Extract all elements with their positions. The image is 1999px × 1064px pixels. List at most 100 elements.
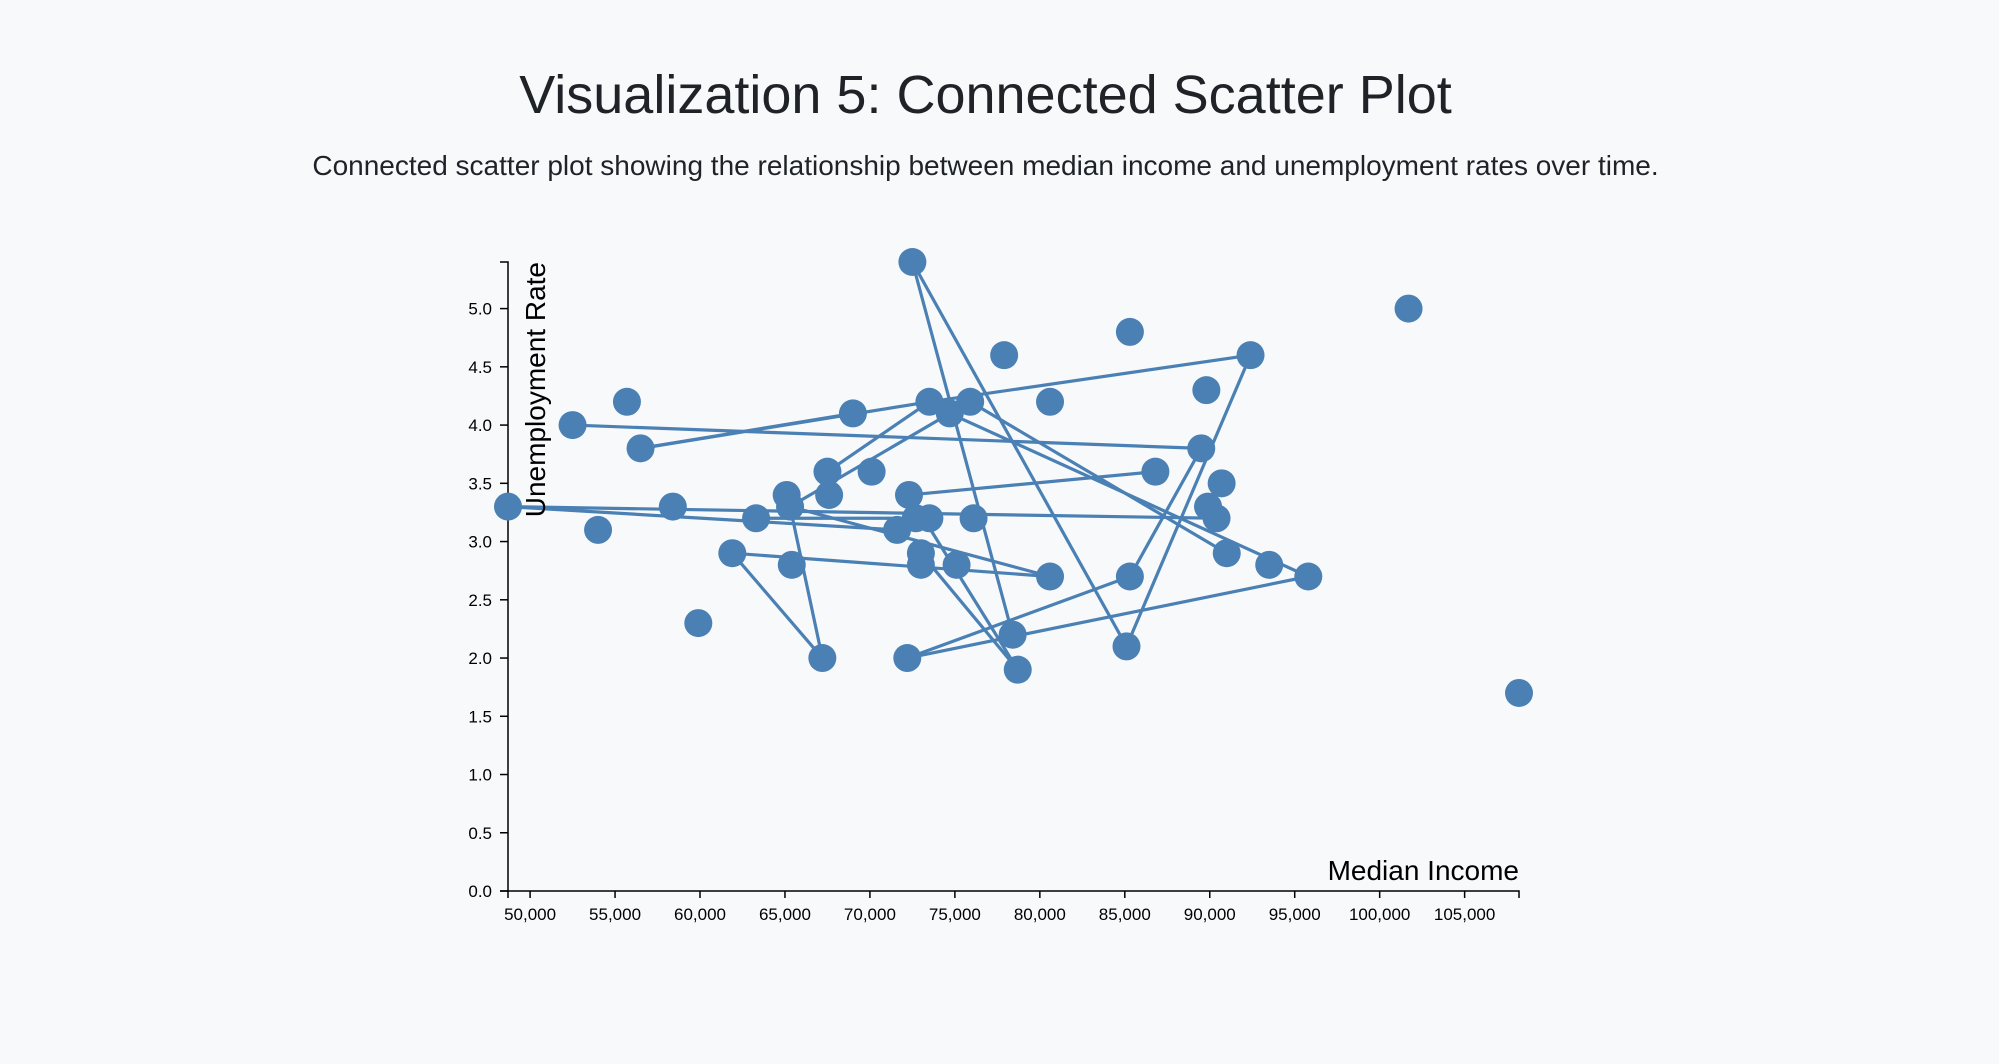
- data-point: [684, 609, 713, 638]
- x-tick: 65,000: [759, 891, 811, 924]
- data-point: [906, 550, 935, 579]
- data-point: [1192, 376, 1221, 405]
- y-tick: 2.5: [468, 591, 508, 610]
- y-tick-label: 0.0: [468, 882, 492, 901]
- x-tick: 105,000: [1434, 891, 1495, 924]
- connecting-line: [1125, 354, 1253, 648]
- data-point: [1207, 469, 1236, 498]
- data-point: [658, 492, 687, 521]
- x-tick: 50,000: [504, 891, 556, 924]
- x-tick: 80,000: [1014, 891, 1066, 924]
- connecting-line: [910, 261, 1015, 636]
- data-point: [1115, 317, 1144, 346]
- y-tick: 5.0: [468, 300, 508, 319]
- data-point: [813, 457, 842, 486]
- y-axis-label: Unemployment Rate: [520, 262, 551, 517]
- y-tick: 4.5: [468, 358, 508, 377]
- data-point: [1294, 562, 1323, 591]
- y-tick-label: 2.5: [468, 591, 492, 610]
- data-point: [558, 411, 587, 440]
- connecting-line: [1128, 447, 1203, 578]
- connecting-line: [911, 261, 1128, 648]
- connecting-line: [507, 505, 1217, 520]
- x-tick: 70,000: [844, 891, 896, 924]
- y-axis: 0.0 0.5 1.0 1.5 2.0 2.5 3.0 3.5 4.0 4.5 5.0: [468, 261, 509, 901]
- x-tick-label: 50,000: [504, 905, 556, 924]
- connecting-line: [919, 552, 1019, 671]
- y-tick-label: 1.5: [468, 707, 492, 726]
- x-tick-label: 85,000: [1099, 905, 1151, 924]
- x-tick-label: 60,000: [674, 905, 726, 924]
- data-point: [1202, 504, 1231, 533]
- connecting-line: [572, 423, 1202, 450]
- data-point: [718, 539, 747, 568]
- data-point: [1112, 632, 1141, 661]
- x-tick-label: 100,000: [1349, 905, 1410, 924]
- data-point: [915, 387, 944, 416]
- data-point: [956, 387, 985, 416]
- data-point: [742, 504, 771, 533]
- data-point: [1003, 655, 1032, 684]
- page-description: Connected scatter plot showing the relat…: [312, 150, 1659, 181]
- data-point: [959, 504, 988, 533]
- data-point: [935, 399, 964, 428]
- y-tick-label: 3.0: [468, 533, 492, 552]
- data-point: [1236, 341, 1265, 370]
- x-tick-label: 95,000: [1269, 905, 1321, 924]
- y-tick: 0.0: [468, 882, 508, 901]
- data-point: [1394, 294, 1423, 323]
- x-tick: 90,000: [1184, 891, 1236, 924]
- data-point: [893, 644, 922, 673]
- x-tick-label: 80,000: [1014, 905, 1066, 924]
- data-point: [915, 504, 944, 533]
- x-tick-label: 65,000: [759, 905, 811, 924]
- data-point: [626, 434, 655, 463]
- y-tick-label: 0.5: [468, 824, 492, 843]
- x-tick-label: 90,000: [1184, 905, 1236, 924]
- data-point: [998, 620, 1027, 649]
- page-title: Visualization 5: Connected Scatter Plot: [519, 65, 1452, 125]
- x-axis-label: Median Income: [1328, 855, 1519, 886]
- connecting-line: [969, 400, 1228, 555]
- x-axis: 50,000 55,000 60,000 65,000 70,000 75,000 80,0…: [504, 890, 1520, 924]
- x-tick: 55,000: [589, 891, 641, 924]
- y-tick-label: 3.5: [468, 474, 492, 493]
- data-point: [1036, 562, 1065, 591]
- y-axis-line: [500, 261, 509, 892]
- data-point: [776, 492, 805, 521]
- data-point: [898, 248, 927, 276]
- x-tick-label: 70,000: [844, 905, 896, 924]
- connecting-line: [906, 574, 1309, 660]
- x-tick: 75,000: [929, 891, 981, 924]
- data-point: [1187, 434, 1216, 463]
- data-point: [1505, 678, 1533, 707]
- x-tick: 95,000: [1269, 891, 1321, 924]
- connecting-line: [507, 505, 898, 532]
- data-point: [857, 457, 886, 486]
- data-point: [895, 480, 924, 509]
- data-point: [815, 480, 844, 509]
- y-tick-label: 2.0: [468, 649, 492, 668]
- x-tick: 60,000: [674, 891, 726, 924]
- data-point: [777, 550, 806, 579]
- y-tick-label: 5.0: [468, 300, 492, 319]
- data-points: [494, 248, 1533, 707]
- connecting-line: [640, 411, 854, 450]
- connecting-line: [929, 353, 1251, 404]
- y-tick: 4.0: [468, 416, 508, 435]
- connecting-line: [906, 574, 1131, 660]
- y-tick: 3.5: [468, 474, 508, 493]
- y-tick-label: 1.0: [468, 766, 492, 785]
- y-tick: 0.5: [468, 824, 508, 843]
- data-point: [1115, 562, 1144, 591]
- data-point: [1255, 550, 1284, 579]
- data-point: [1036, 387, 1065, 416]
- data-point: [808, 644, 837, 673]
- data-point: [990, 341, 1019, 370]
- data-point: [494, 492, 522, 521]
- connecting-line: [908, 470, 1156, 497]
- data-point: [584, 515, 613, 544]
- connecting-line: [826, 400, 931, 473]
- y-tick: 3.0: [468, 533, 508, 552]
